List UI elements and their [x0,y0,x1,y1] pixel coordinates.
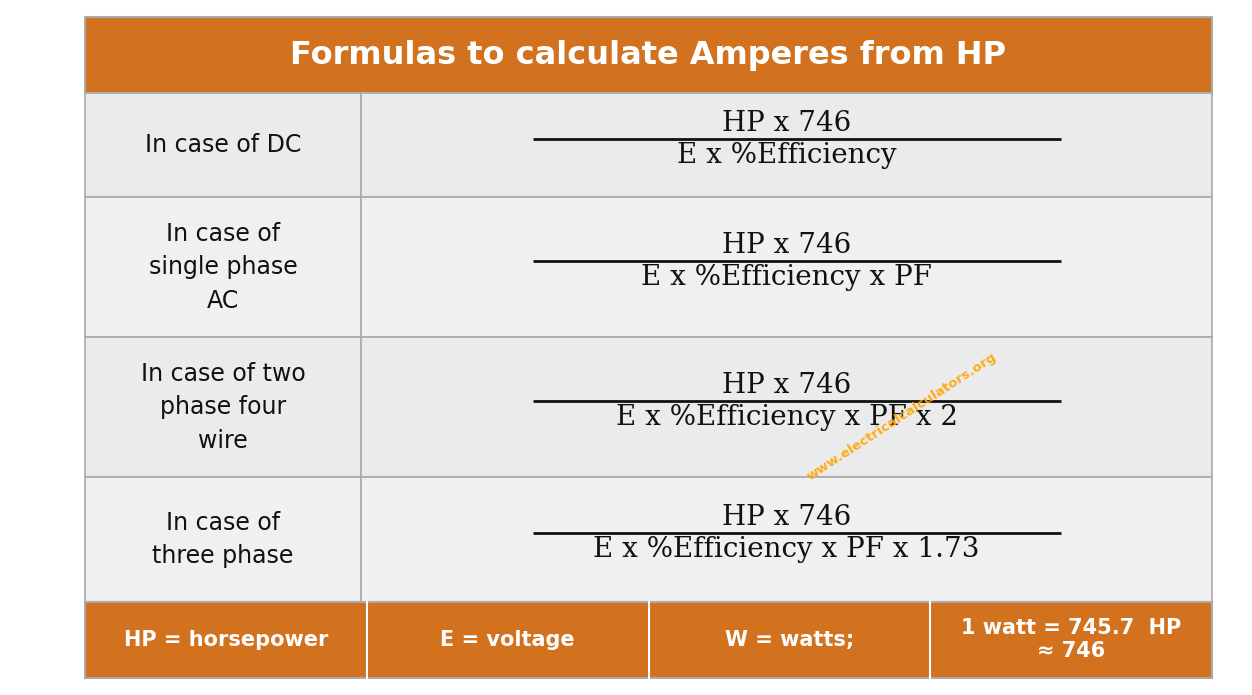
Text: E x %Efficiency x PF x 2: E x %Efficiency x PF x 2 [616,404,958,431]
Bar [85,93,361,197]
Bar [85,602,1212,678]
Text: In case of
three phase: In case of three phase [153,511,294,569]
Text: HP x 746: HP x 746 [722,110,851,137]
Text: In case of DC: In case of DC [145,133,302,157]
Text: In case of
single phase
AC: In case of single phase AC [149,222,298,313]
Text: E x %Efficiency: E x %Efficiency [677,142,896,169]
Text: Formulas to calculate Amperes from HP: Formulas to calculate Amperes from HP [290,40,1007,71]
Text: In case of two
phase four
wire: In case of two phase four wire [140,361,305,452]
Text: W = watts;: W = watts; [725,630,854,650]
Bar [361,337,1212,477]
Text: HP x 746: HP x 746 [722,372,851,399]
Bar [85,337,361,477]
Text: HP x 746: HP x 746 [722,504,851,531]
Text: 1 watt = 745.7  HP
≈ 746: 1 watt = 745.7 HP ≈ 746 [962,618,1181,661]
Bar [85,477,361,602]
Text: E x %Efficiency x PF: E x %Efficiency x PF [641,263,931,291]
Text: HP = horsepower: HP = horsepower [124,630,328,650]
Text: HP x 746: HP x 746 [722,231,851,259]
Bar [361,477,1212,602]
Bar [85,197,361,337]
Text: www.electricalcalculators.org: www.electricalcalculators.org [804,351,999,483]
Bar [361,197,1212,337]
Text: E = voltage: E = voltage [441,630,575,650]
Bar [361,93,1212,197]
Bar [85,17,1212,93]
Text: E x %Efficiency x PF x 1.73: E x %Efficiency x PF x 1.73 [593,536,980,563]
